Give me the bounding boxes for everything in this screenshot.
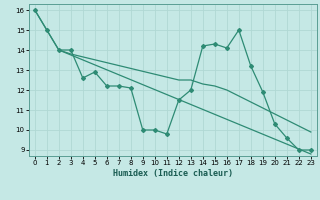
X-axis label: Humidex (Indice chaleur): Humidex (Indice chaleur) <box>113 169 233 178</box>
